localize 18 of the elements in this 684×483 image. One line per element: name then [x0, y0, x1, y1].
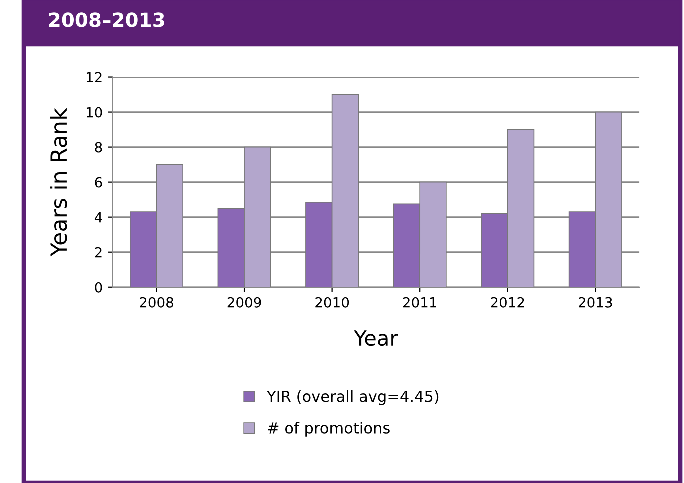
x-tick-label: 2012: [491, 297, 524, 308]
x-axis-title: Year: [354, 330, 398, 346]
x-tick-label: 2011: [403, 297, 436, 308]
x-tick-label: 2010: [316, 297, 350, 308]
legend-label: # of promotions: [268, 422, 390, 437]
y-tick-label: 8: [95, 142, 102, 153]
y-tick-label: 0: [95, 282, 102, 293]
legend-label: YIR (overall avg=4.45): [266, 390, 439, 406]
y-axis-title: Years in Rank: [50, 108, 68, 257]
chart-title: 2008–2013: [49, 12, 164, 28]
y-tick-label: 12: [86, 72, 102, 83]
y-tick-label: 10: [86, 107, 102, 118]
x-tick-label: 2008: [140, 297, 174, 308]
y-tick-label: 2: [95, 247, 102, 258]
x-tick-label: 2009: [228, 297, 262, 308]
x-tick-label: 2013: [578, 297, 612, 308]
y-tick-label: 6: [95, 177, 102, 188]
y-tick-label: 4: [94, 212, 102, 223]
